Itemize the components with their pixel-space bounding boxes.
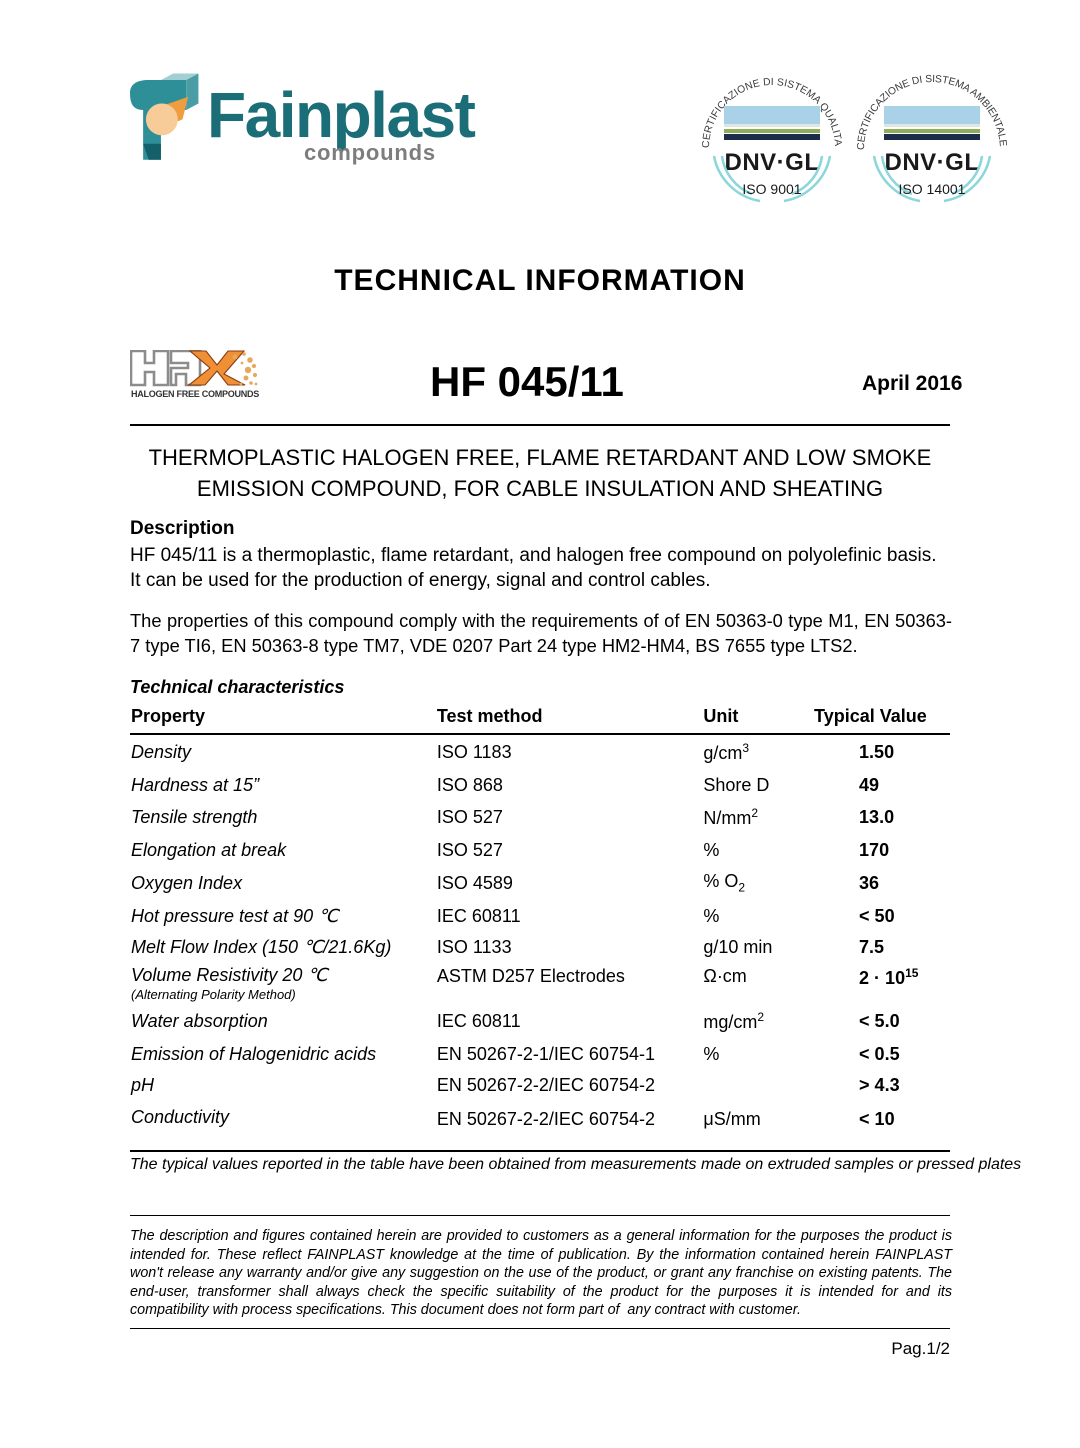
svg-text:DNV·GL: DNV·GL (885, 149, 980, 176)
svg-text:HALOGEN FREE COMPOUNDS: HALOGEN FREE COMPOUNDS (131, 389, 259, 400)
svg-text:DNV·GL: DNV·GL (725, 149, 820, 176)
svg-text:ISO 9001: ISO 9001 (742, 181, 801, 197)
svg-text:ISO 14001: ISO 14001 (899, 181, 966, 197)
